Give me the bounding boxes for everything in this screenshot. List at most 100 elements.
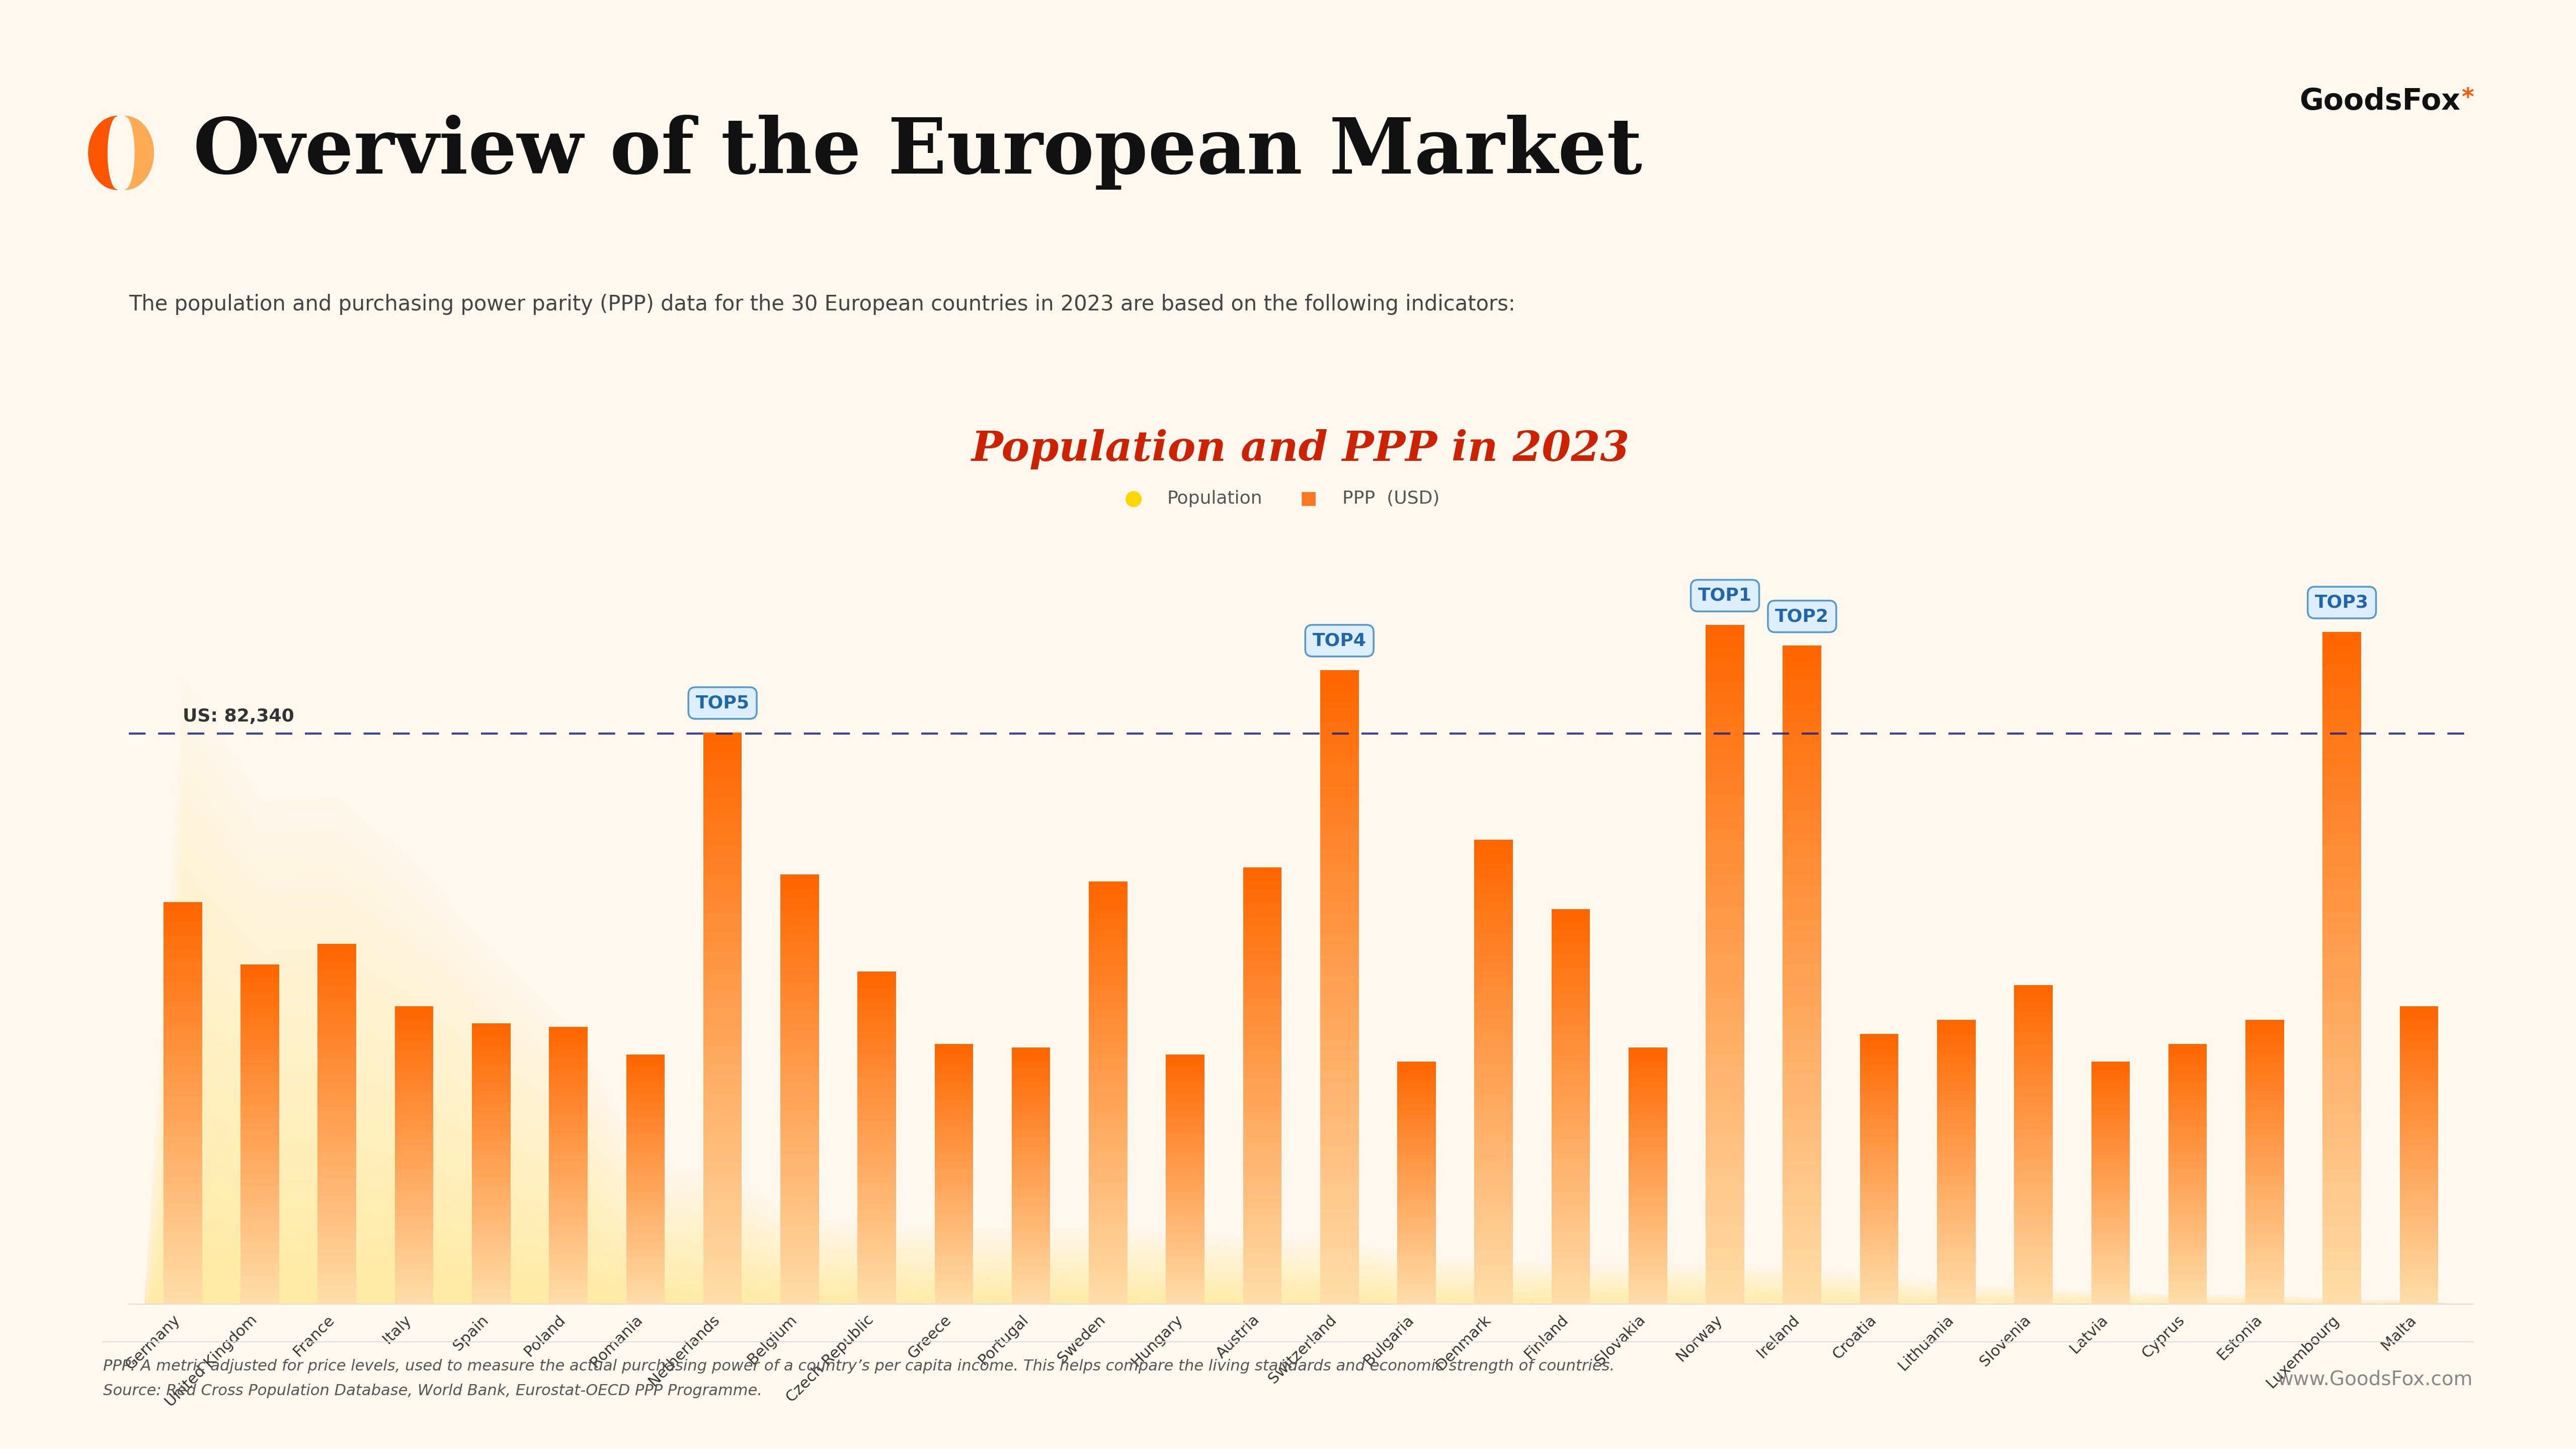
Bar xyxy=(1319,1082,1358,1093)
Bar xyxy=(781,1053,819,1061)
Bar xyxy=(2246,1290,2285,1294)
Bar xyxy=(935,1261,974,1265)
Bar xyxy=(1705,1055,1744,1066)
Bar xyxy=(1244,1056,1283,1064)
Bar xyxy=(1628,1223,1667,1227)
Bar xyxy=(240,993,278,998)
Bar xyxy=(240,1208,278,1214)
Bar xyxy=(2324,722,2362,733)
Bar xyxy=(2246,1210,2285,1214)
Bar xyxy=(858,1271,896,1277)
Bar xyxy=(2246,1077,2285,1081)
Bar xyxy=(626,1104,665,1108)
Bar xyxy=(1396,1252,1435,1256)
Bar xyxy=(1244,1114,1283,1122)
Bar xyxy=(394,1081,433,1085)
Bar xyxy=(1551,1087,1589,1094)
Bar xyxy=(1551,1185,1589,1193)
Bar xyxy=(1551,1179,1589,1185)
Bar xyxy=(471,1252,510,1258)
Bar xyxy=(240,1022,278,1027)
Bar xyxy=(703,904,742,913)
Bar xyxy=(703,1181,742,1190)
Bar xyxy=(2092,1135,2130,1139)
Bar xyxy=(1551,1278,1589,1284)
Bar xyxy=(703,1142,742,1152)
Text: TOP3: TOP3 xyxy=(2316,594,2370,611)
Text: TOP1: TOP1 xyxy=(1698,587,1752,604)
Bar xyxy=(1937,1200,1976,1204)
Bar xyxy=(1860,1097,1899,1101)
Bar xyxy=(1244,1049,1283,1056)
Bar xyxy=(2092,1187,2130,1191)
Bar xyxy=(1319,1208,1358,1220)
Bar xyxy=(2401,1269,2439,1274)
Bar xyxy=(162,1258,201,1264)
Bar xyxy=(1396,1203,1435,1207)
Bar xyxy=(1628,1177,1667,1179)
Bar xyxy=(2246,1275,2285,1281)
Bar xyxy=(1012,1078,1051,1082)
Bar xyxy=(1937,1223,1976,1229)
Bar xyxy=(1628,1142,1667,1146)
Bar xyxy=(626,1284,665,1288)
Bar xyxy=(781,1240,819,1246)
Bar xyxy=(2014,1230,2053,1235)
Bar xyxy=(781,1246,819,1253)
Bar xyxy=(1012,1274,1051,1278)
Bar xyxy=(935,1291,974,1295)
Bar xyxy=(935,1152,974,1156)
Bar xyxy=(2401,1204,2439,1210)
Bar xyxy=(1628,1278,1667,1282)
Bar xyxy=(1705,659,1744,671)
Bar xyxy=(1783,745,1821,755)
Bar xyxy=(2246,1195,2285,1200)
Bar xyxy=(1551,942,1589,949)
Bar xyxy=(2092,1069,2130,1074)
Bar xyxy=(1012,1197,1051,1201)
Bar xyxy=(935,1256,974,1261)
Bar xyxy=(2246,1100,2285,1106)
Bar xyxy=(2246,1294,2285,1300)
Bar xyxy=(781,1204,819,1211)
Bar xyxy=(935,1066,974,1071)
Bar xyxy=(317,1208,355,1214)
Bar xyxy=(781,1290,819,1297)
Bar xyxy=(549,1300,587,1304)
Bar xyxy=(549,1245,587,1249)
Bar xyxy=(1551,1014,1589,1022)
Bar xyxy=(1705,1224,1744,1236)
Bar xyxy=(240,1111,278,1117)
Bar xyxy=(1628,1103,1667,1107)
Bar xyxy=(1396,1268,1435,1272)
Bar xyxy=(317,985,355,991)
Bar xyxy=(1705,727,1744,738)
Bar xyxy=(1705,761,1744,772)
Bar xyxy=(1396,1078,1435,1082)
Bar xyxy=(1705,987,1744,998)
Bar xyxy=(317,949,355,956)
Bar xyxy=(935,1122,974,1126)
Bar xyxy=(1551,922,1589,929)
Bar xyxy=(162,1224,201,1230)
Bar xyxy=(2401,1224,2439,1230)
Bar xyxy=(1860,1074,1899,1080)
Bar xyxy=(471,1262,510,1266)
Bar xyxy=(2014,1278,2053,1282)
Bar xyxy=(2401,1265,2439,1269)
Bar xyxy=(1937,1256,1976,1262)
Bar xyxy=(858,1137,896,1143)
Bar xyxy=(935,1139,974,1143)
Bar xyxy=(1705,1271,1744,1281)
Bar xyxy=(1244,1159,1283,1166)
Bar xyxy=(2246,1039,2285,1043)
Bar xyxy=(1473,1281,1512,1288)
Bar xyxy=(2246,1200,2285,1204)
Bar xyxy=(1551,1239,1589,1245)
Bar xyxy=(2014,1091,2053,1097)
Bar xyxy=(240,1016,278,1022)
Bar xyxy=(2092,1090,2130,1094)
Bar xyxy=(2014,1135,2053,1139)
Bar xyxy=(858,1061,896,1065)
Bar xyxy=(1090,1156,1128,1164)
